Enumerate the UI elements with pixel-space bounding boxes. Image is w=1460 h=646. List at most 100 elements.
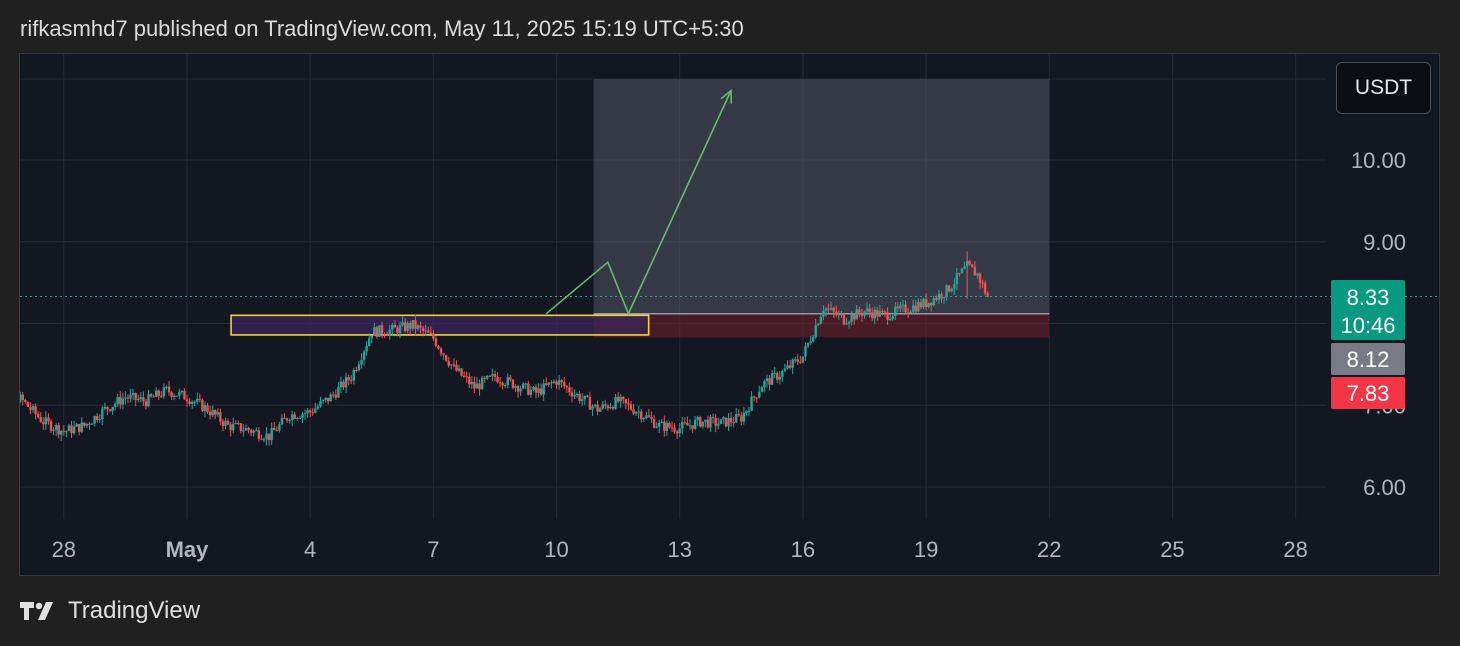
candle-body — [439, 348, 443, 354]
candle-body — [539, 388, 543, 395]
candle-body — [829, 307, 833, 310]
candle-body — [501, 382, 504, 386]
candle-body — [742, 412, 746, 422]
candle-body — [516, 385, 520, 392]
candle-body — [542, 383, 545, 395]
candle-body — [478, 383, 481, 390]
candle-body — [693, 420, 697, 429]
candle-body — [455, 364, 458, 371]
candle-body — [362, 351, 366, 360]
candle-body — [452, 364, 456, 366]
candle-body — [67, 425, 71, 432]
candle-body — [781, 371, 784, 377]
candle-body — [696, 417, 699, 421]
candle-body — [409, 322, 412, 329]
candle-body — [904, 304, 907, 313]
candle-body — [745, 410, 748, 413]
candle-body — [809, 341, 812, 343]
candle-body — [591, 406, 594, 410]
candle-body — [909, 311, 912, 313]
candle-body — [365, 345, 368, 352]
candle-body — [732, 422, 735, 424]
candle-body — [388, 329, 391, 336]
candle-body — [865, 308, 869, 312]
candle-body — [930, 302, 933, 306]
candle-body — [319, 401, 322, 407]
candle-body — [986, 293, 989, 297]
candle-body — [60, 430, 63, 435]
candle-body — [419, 325, 422, 328]
candle-body — [958, 272, 961, 274]
candle-body — [873, 309, 876, 319]
candle-body — [981, 282, 984, 284]
candle-body — [152, 396, 155, 398]
candle-body — [188, 401, 191, 404]
candle-body — [845, 323, 848, 325]
footer-brand-name: TradingView — [68, 597, 201, 624]
chart-panel[interactable]: 10.009.008.007.006.0028May47101316192225… — [19, 53, 1440, 576]
candle-body — [26, 401, 30, 407]
candle-body — [486, 375, 489, 379]
candle-body — [919, 302, 923, 308]
candle-body — [683, 422, 687, 424]
candle-body — [709, 416, 712, 428]
candle-body — [229, 424, 232, 431]
candle-body — [31, 406, 35, 410]
candle-body — [162, 387, 166, 397]
candle-body — [622, 396, 625, 400]
candle-body — [450, 364, 453, 366]
candle-body — [216, 412, 219, 415]
candle-body — [108, 409, 112, 412]
footer-brand[interactable]: TradingView — [20, 597, 200, 625]
candle-body — [131, 393, 135, 395]
candle-body — [180, 390, 184, 392]
demand-zone — [230, 314, 650, 336]
candle-body — [645, 415, 648, 419]
candle-body — [704, 419, 707, 422]
candle-body — [360, 359, 363, 365]
candle-body — [552, 381, 556, 383]
x-tick-label: May — [166, 537, 210, 562]
candle-body — [57, 425, 60, 435]
candle-body — [657, 422, 661, 427]
candle-body — [113, 403, 117, 407]
price-chart[interactable]: 10.009.008.007.006.0028May47101316192225… — [20, 54, 1439, 575]
candle-body — [532, 387, 535, 391]
candle-body — [783, 368, 787, 372]
candle-body — [868, 308, 871, 313]
candle-body — [201, 399, 204, 412]
candle-body — [740, 415, 743, 422]
candle-body — [765, 378, 769, 382]
candle-body — [955, 272, 959, 285]
last-price-value: 8.33 — [1347, 285, 1390, 310]
candle-body — [973, 267, 977, 276]
x-tick-label: 19 — [914, 537, 938, 562]
candle-body — [942, 297, 946, 299]
candle-body — [750, 396, 753, 411]
candle-body — [196, 398, 199, 402]
candle-body — [275, 430, 279, 432]
candle-body — [606, 405, 610, 409]
candle-body — [596, 404, 599, 412]
candle-body — [416, 325, 420, 329]
candle-body — [583, 395, 586, 400]
candle-body — [937, 293, 941, 300]
candle-body — [106, 406, 109, 410]
candle-body — [20, 394, 22, 402]
candle-body — [442, 353, 445, 356]
candle-body — [881, 311, 884, 313]
x-tick-label: 4 — [304, 537, 316, 562]
candle-body — [557, 380, 561, 385]
x-tick-label: 7 — [427, 537, 439, 562]
stop-price-value: 7.83 — [1347, 381, 1390, 406]
candle-body — [311, 412, 314, 414]
candle-body — [860, 313, 864, 316]
candle-body — [465, 376, 468, 378]
candle-body — [368, 338, 371, 346]
candle-body — [373, 327, 376, 336]
candle-body — [65, 431, 68, 433]
candle-body — [29, 406, 32, 410]
candle-body — [493, 374, 497, 377]
candle-body — [924, 299, 928, 308]
currency-button[interactable]: USDT — [1336, 62, 1431, 114]
